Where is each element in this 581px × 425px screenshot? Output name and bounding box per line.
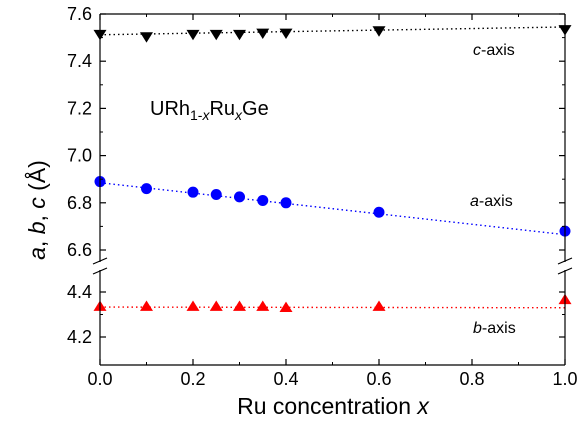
baxis-data-point — [279, 301, 293, 312]
caxis-data-point — [256, 28, 270, 40]
x-tick-label: 0.0 — [87, 369, 112, 389]
c-axis-label: c-axis — [473, 42, 515, 59]
caxis-data-point — [279, 28, 293, 40]
x-tick-label: 0.8 — [459, 369, 484, 389]
x-tick-label: 0.2 — [180, 369, 205, 389]
b-axis-label: b-axis — [473, 320, 516, 337]
x-tick-label: 1.0 — [552, 369, 577, 389]
aaxis-data-point — [187, 186, 199, 198]
axis-break-mark-left — [92, 267, 108, 275]
aaxis-data-point — [373, 206, 385, 218]
y-axis-title: a, b, c (Å) — [23, 160, 50, 260]
baxis-data-point — [372, 300, 386, 311]
y-tick-label: 7.4 — [67, 51, 92, 71]
baxis-data-point — [256, 300, 270, 311]
y-tick-label: 7.0 — [67, 146, 92, 166]
y-tick-label: 4.4 — [67, 282, 92, 302]
caxis-data-point — [372, 26, 386, 37]
x-tick-label: 0.4 — [273, 369, 298, 389]
aaxis-data-point — [280, 197, 292, 209]
caxis-data-point — [186, 29, 200, 41]
y-tick-label: 7.2 — [67, 98, 92, 118]
baxis-fit-line — [99, 306, 566, 309]
axis-break-mark-right — [557, 257, 573, 265]
aaxis-data-point — [141, 183, 152, 195]
baxis-data-point — [233, 300, 246, 311]
y-tick-label: 6.8 — [67, 193, 92, 213]
aaxis-data-point — [257, 194, 269, 206]
y-tick-label: 6.6 — [67, 240, 92, 260]
caxis-data-point — [209, 29, 223, 41]
baxis-data-point — [209, 300, 223, 311]
y-tick-label: 7.6 — [67, 4, 92, 24]
y-tick-label: 4.2 — [67, 327, 92, 347]
compound-label: URh1-xRuxGe — [150, 98, 269, 123]
axis-break-mark-right — [557, 267, 573, 275]
aaxis-fit-line — [99, 182, 566, 236]
caxis-fit-line — [99, 26, 566, 36]
axis-break-mark-left — [92, 257, 108, 265]
caxis-data-point — [233, 29, 246, 41]
aaxis-data-point — [234, 191, 245, 203]
baxis-data-point — [186, 300, 200, 311]
baxis-data-point — [140, 300, 153, 311]
x-tick-label: 0.6 — [366, 369, 391, 389]
aaxis-data-point — [210, 189, 222, 201]
x-axis-title: Ru concentration x — [237, 393, 430, 419]
a-axis-label: a-axis — [470, 193, 513, 210]
caxis-data-point — [140, 32, 153, 43]
